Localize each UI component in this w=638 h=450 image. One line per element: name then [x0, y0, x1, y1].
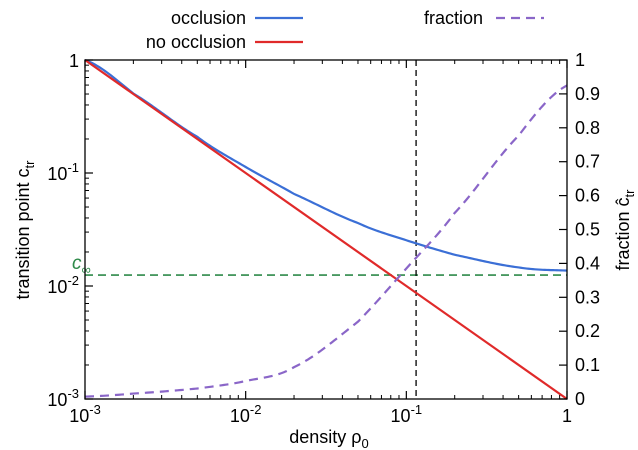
- y-right-tick-label: 0.6: [575, 186, 600, 206]
- x-axis-title: density ρ0: [289, 427, 369, 450]
- y-left-tick-label: 10-3: [47, 386, 79, 410]
- y-right-tick-label: 1: [575, 50, 585, 70]
- y-axis-left-title: transition point ctr: [13, 160, 37, 300]
- legend-label-fraction: fraction: [424, 8, 483, 28]
- y-left-tick-label: 10-2: [47, 273, 79, 297]
- y-right-tick-label: 0.8: [575, 118, 600, 138]
- legend-label-no-occlusion: no occlusion: [146, 32, 246, 52]
- y-right-tick-label: 0.4: [575, 253, 600, 273]
- series-line-no-occlusion: [84, 59, 568, 400]
- y-right-tick-label: 0.1: [575, 355, 600, 375]
- reference-line-label: c∞: [72, 253, 91, 277]
- series-line-fraction: [84, 84, 568, 398]
- y-right-tick-label: 0.5: [575, 220, 600, 240]
- ticks: 10-3 10-2 10-1 110-310-210-1100.10.20.30.40…: [47, 50, 600, 426]
- x-tick-label: 10-3: [69, 402, 101, 426]
- y-right-tick-label: 0.2: [575, 321, 600, 341]
- x-tick-label: 10-1: [391, 402, 423, 426]
- x-tick-label: 1: [562, 406, 572, 426]
- y-right-tick-label: 0: [575, 389, 585, 409]
- y-left-tick-label: 1: [69, 51, 79, 71]
- plot-area: c∞: [72, 58, 568, 400]
- legend: occlusion no occlusion fraction: [146, 8, 544, 52]
- legend-label-occlusion: occlusion: [171, 8, 246, 28]
- y-right-tick-label: 0.9: [575, 84, 600, 104]
- x-tick-label: 10-2: [230, 402, 262, 426]
- y-axis-right-title: fraction ĉtr: [613, 189, 637, 271]
- y-left-tick-label: 10-1: [47, 160, 79, 184]
- y-right-tick-label: 0.7: [575, 152, 600, 172]
- y-right-tick-label: 0.3: [575, 287, 600, 307]
